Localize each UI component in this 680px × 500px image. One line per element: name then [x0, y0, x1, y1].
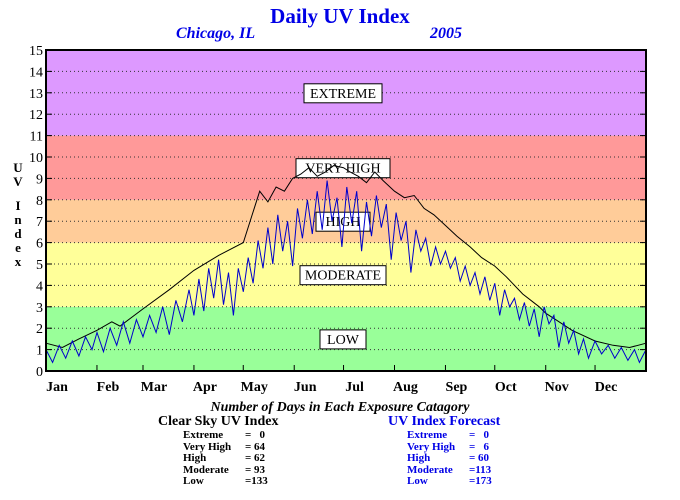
- y-tick-label: 0: [36, 365, 43, 380]
- gridlines: [46, 70, 646, 351]
- row-value: = 64: [245, 440, 266, 453]
- band-label-box: [299, 265, 387, 286]
- y-tick-label: 13: [29, 87, 43, 102]
- row-label: High: [407, 452, 431, 464]
- y-tick-label: 4: [36, 279, 43, 294]
- y-axis-label-char: d: [14, 226, 22, 241]
- table-row: High = 60: [407, 452, 513, 465]
- row-value: = 62: [245, 452, 266, 464]
- y-tick-label: 2: [36, 322, 43, 337]
- x-tick-label: Jun: [294, 380, 317, 395]
- row-label: Extreme: [407, 429, 448, 441]
- table-row: Very High = 64: [183, 440, 289, 454]
- row-value: = 60: [469, 452, 490, 464]
- row-value: =133: [245, 475, 268, 487]
- band-label: VERY HIGH: [305, 162, 380, 177]
- table-row: Low =133: [183, 475, 289, 488]
- y-axis-label-char: e: [15, 240, 21, 255]
- table-row: Extreme = 0: [183, 429, 289, 442]
- row-value: = 93: [245, 463, 266, 476]
- band-label: EXTREME: [310, 87, 376, 102]
- clear-sky-table-title: Clear Sky UV Index: [158, 414, 279, 429]
- table-row: Extreme = 0: [407, 429, 513, 442]
- y-axis-label-char: x: [14, 254, 22, 269]
- row-label: Moderate: [407, 463, 453, 476]
- x-tick-label: Apr: [193, 380, 217, 395]
- x-tick-label: Dec: [595, 380, 618, 395]
- y-tick-label: 10: [29, 151, 43, 166]
- y-axis-label-char: U: [13, 160, 23, 175]
- y-tick-label: 7: [36, 215, 43, 230]
- forecast-table-title: UV Index Forecast: [388, 414, 501, 429]
- row-value: = 0: [469, 429, 490, 441]
- band-label-box: [319, 329, 367, 350]
- y-tick-label: 6: [36, 237, 43, 252]
- band-label: HIGH: [326, 215, 361, 230]
- band-label: LOW: [327, 333, 360, 348]
- table-row: High = 62: [183, 452, 289, 465]
- table-row: Low =173: [407, 475, 513, 488]
- y-tick-label: 9: [36, 172, 43, 187]
- row-label: Low: [407, 475, 428, 487]
- x-tick-label: Jan: [46, 380, 68, 395]
- table-row: Very High = 6: [407, 440, 513, 454]
- row-value: = 0: [245, 429, 266, 441]
- band-label-box: [295, 158, 391, 179]
- row-label: Moderate: [183, 463, 229, 476]
- subtitle-year: 2005: [430, 25, 462, 42]
- stats-heading: Number of Days in Each Exposure Catagory: [210, 400, 470, 415]
- x-tick-label: Nov: [545, 380, 569, 395]
- plot-frame: [45, 49, 647, 372]
- row-value: =113: [469, 463, 492, 476]
- x-tick-label: Feb: [97, 380, 120, 395]
- y-tick-label: 5: [36, 258, 43, 273]
- x-tick-label: Sep: [446, 380, 468, 395]
- clear-sky-table: Extreme = 0 Very High = 64 High = 62 Modera…: [183, 429, 289, 488]
- row-label: High: [183, 452, 207, 464]
- forecast-series-line: [45, 180, 647, 364]
- x-tick-label: Mar: [141, 380, 167, 395]
- y-axis-label-char: I: [15, 198, 21, 213]
- row-label: Very High: [183, 440, 232, 453]
- x-tick-label: Jul: [345, 380, 364, 395]
- y-axis-label-char: V: [13, 174, 23, 189]
- y-tick-label: 8: [36, 194, 43, 209]
- x-tick-label: Oct: [495, 380, 517, 395]
- y-tick-label: 12: [29, 108, 43, 123]
- band-labels: LOW MODERATE HIGH VERY HIGH EXTREME: [295, 83, 391, 350]
- x-tick-label: Aug: [393, 380, 418, 395]
- row-value: =173: [469, 475, 492, 487]
- row-label: Low: [183, 475, 204, 487]
- series-lines: [45, 165, 647, 364]
- forecast-table: Extreme = 0 Very High = 6 High = 60 Moderat…: [407, 429, 513, 488]
- row-value: = 6: [469, 440, 490, 453]
- y-tick-label: 1: [36, 344, 43, 359]
- y-axis-label-char: n: [14, 212, 22, 227]
- table-row: Moderate = 93: [183, 463, 289, 477]
- y-tick-label: 14: [29, 65, 43, 80]
- band-label: MODERATE: [305, 269, 381, 284]
- chart-title: Daily UV Index: [270, 4, 410, 28]
- row-label: Extreme: [183, 429, 224, 441]
- table-row: Moderate =113: [407, 463, 513, 477]
- y-tick-label: 3: [36, 301, 43, 316]
- row-label: Very High: [407, 440, 456, 453]
- x-tick-label: May: [241, 380, 268, 395]
- subtitle-city: Chicago, IL: [176, 25, 256, 42]
- y-tick-label: 11: [30, 130, 43, 145]
- band-label-box: [303, 83, 383, 104]
- clear-sky-series-line: [45, 165, 647, 349]
- y-tick-label: 15: [29, 44, 43, 59]
